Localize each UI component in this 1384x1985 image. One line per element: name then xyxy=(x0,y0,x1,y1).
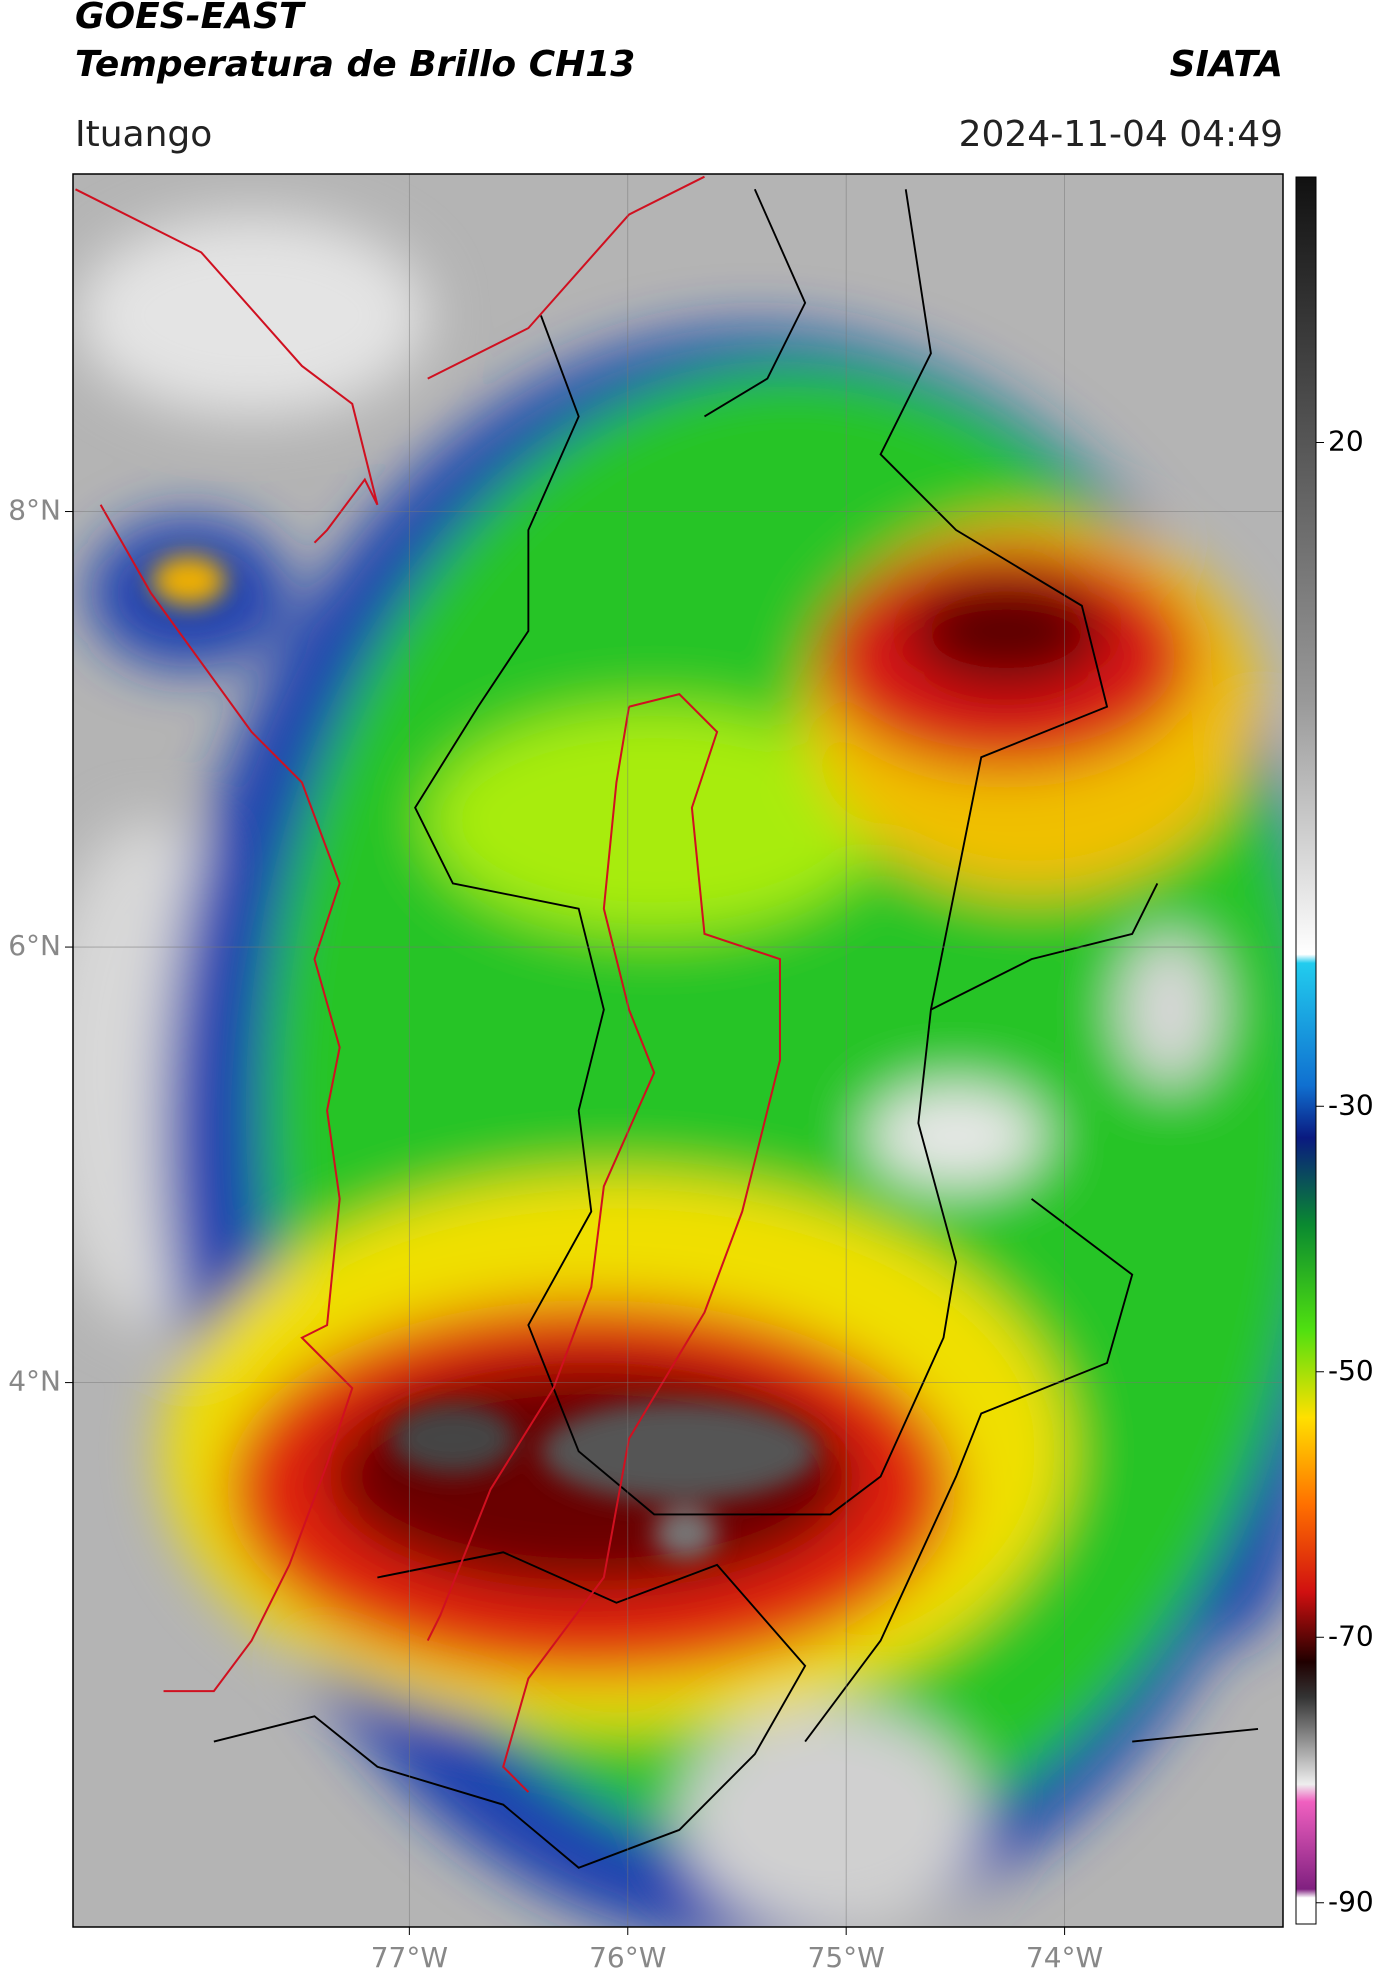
lon-tick-label: 77°W xyxy=(371,1941,448,1974)
lon-tick-label: 74°W xyxy=(1026,1941,1103,1974)
colorbar-tick-label: -70 xyxy=(1328,1619,1374,1652)
title: GOES-EAST xyxy=(75,0,306,37)
grid xyxy=(73,174,1283,1927)
lat-tick-label: 8°N xyxy=(8,494,61,527)
lon-tick-label: 76°W xyxy=(589,1941,666,1974)
satellite-map xyxy=(73,174,1283,1927)
colorbar-tick-label: 20 xyxy=(1328,425,1364,458)
location: Ituango xyxy=(75,114,212,155)
colorbar xyxy=(1295,176,1317,1925)
source: SIATA xyxy=(1170,44,1283,85)
lat-tick-label: 4°N xyxy=(8,1365,61,1398)
subtitle: Temperatura de Brillo CH13 xyxy=(75,44,635,85)
lat-tick-label: 6°N xyxy=(8,929,61,962)
lon-tick-label: 75°W xyxy=(808,1941,885,1974)
colorbar-tick-label: -50 xyxy=(1328,1354,1374,1387)
datetime: 2024-11-04 04:49 xyxy=(959,114,1283,155)
map-frame xyxy=(72,173,1284,1928)
colorbar-tick-label: -90 xyxy=(1328,1885,1374,1918)
colorbar-tick-label: -30 xyxy=(1328,1088,1374,1121)
